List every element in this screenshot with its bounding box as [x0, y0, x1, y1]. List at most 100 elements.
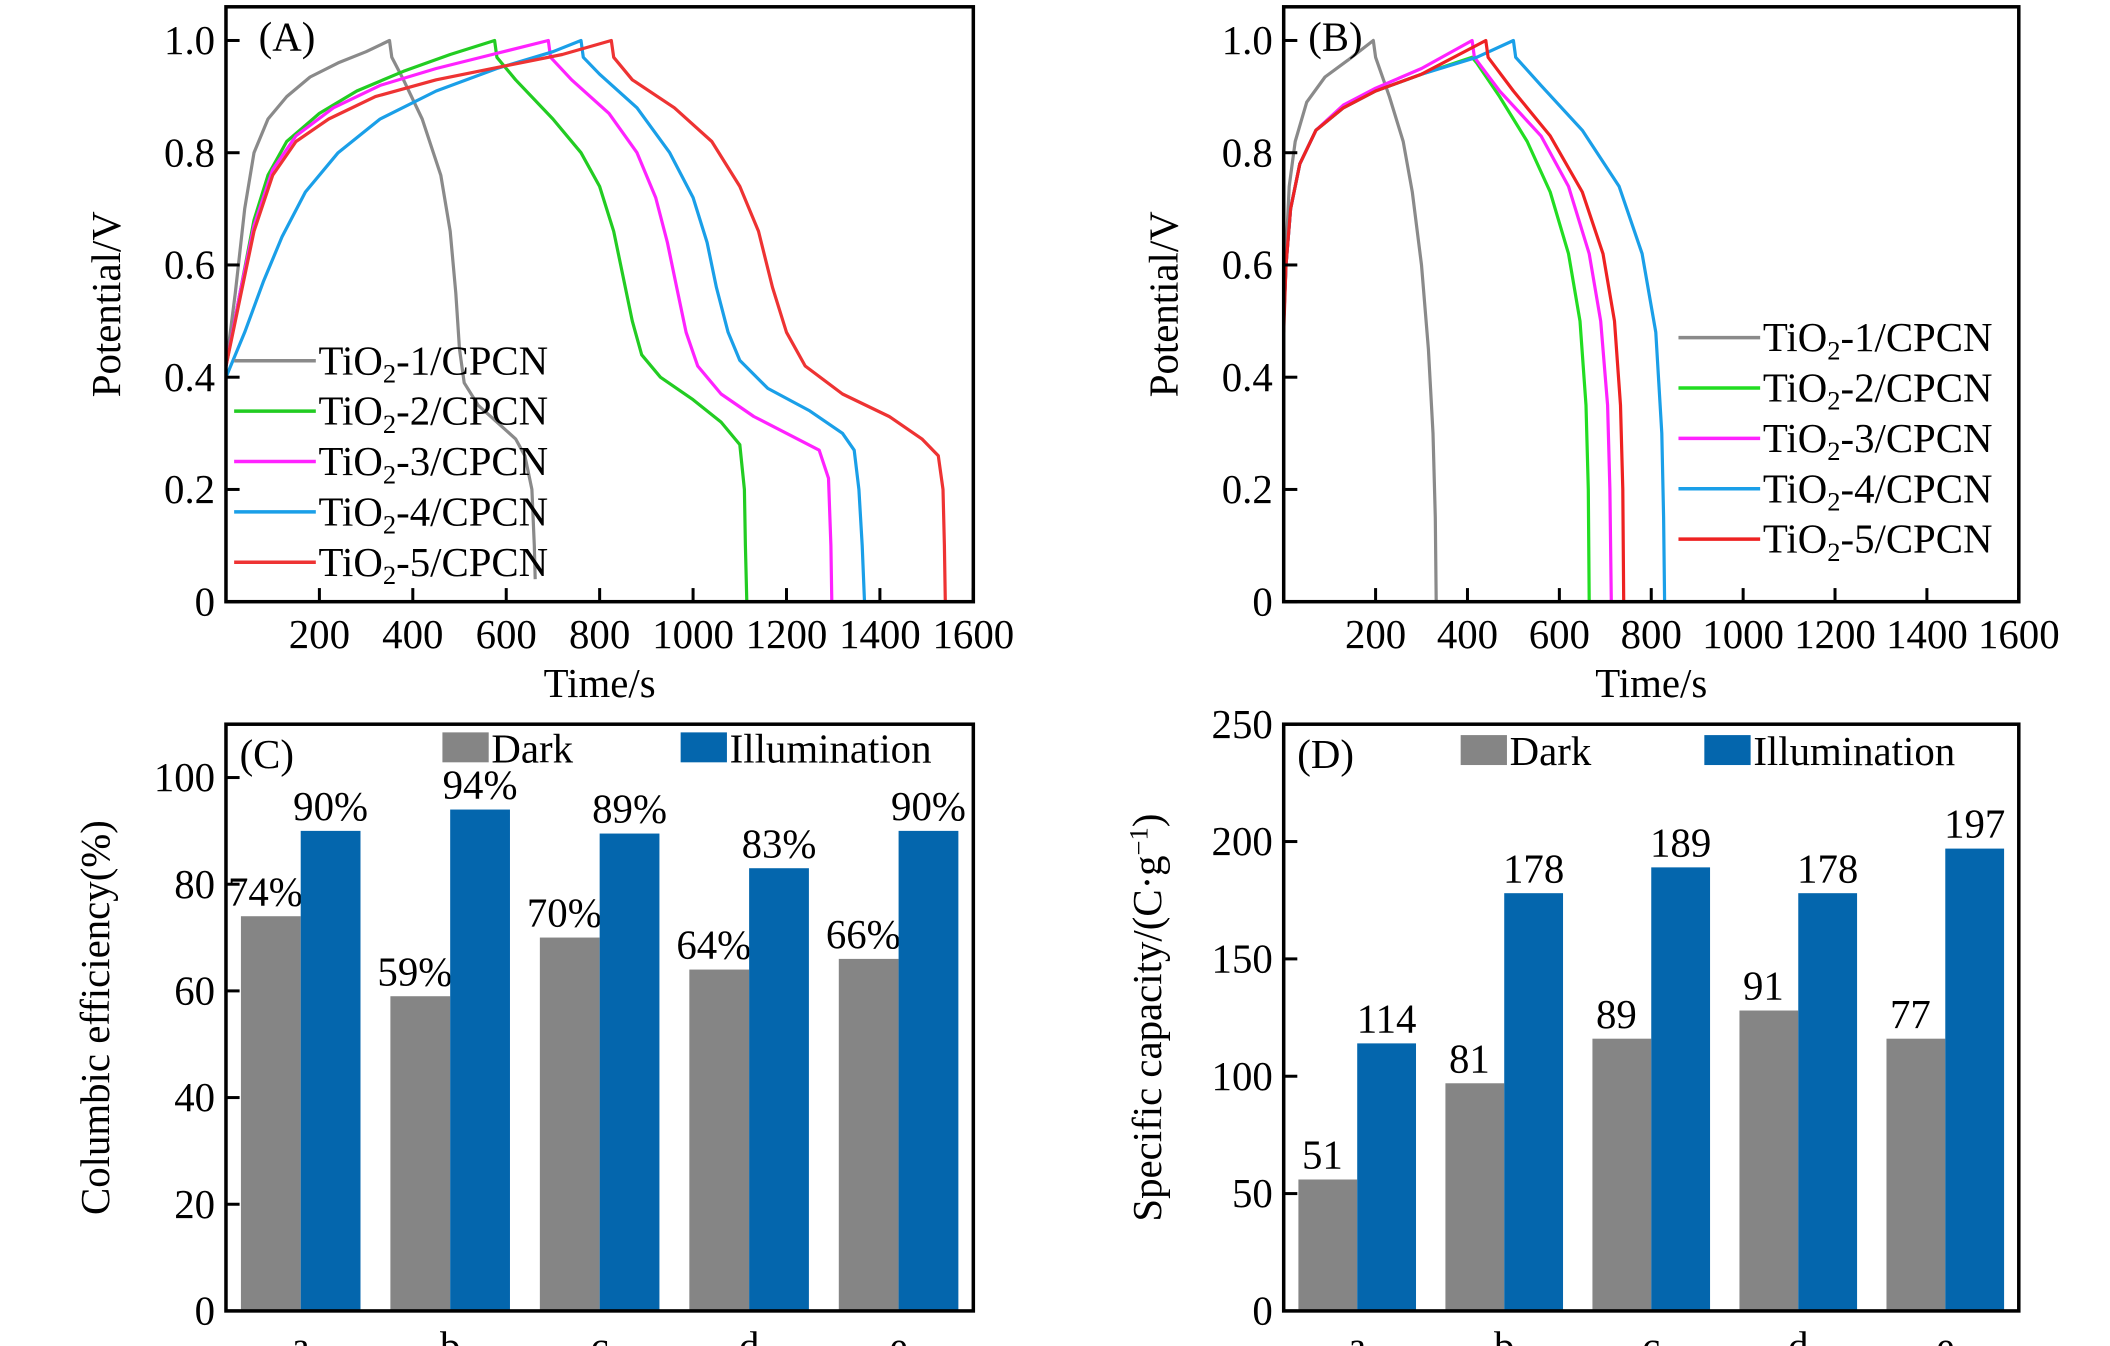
legend-item: Dark: [442, 726, 574, 771]
y-tick-label: 80: [174, 862, 215, 907]
panel-a-charge-discharge: 200 400 600 800 1000 1200 1400 1600 0 0.2 0.4 0.6 0.…: [84, 5, 1014, 706]
y-tick-label: 20: [174, 1182, 215, 1227]
bar-data-label: 114: [1357, 996, 1417, 1041]
legend-swatch: [1704, 735, 1751, 766]
x-tick-label: d: [739, 1324, 759, 1346]
legend-item: TiO2-4/CPCN: [234, 489, 548, 540]
legend-label: TiO2-2/CPCN: [1763, 366, 1993, 416]
bar-data-label: 189: [1650, 820, 1711, 865]
bar-data-label: 90%: [293, 784, 368, 829]
bar-data-label: 89: [1596, 992, 1637, 1037]
legend-label: TiO2-5/CPCN: [319, 540, 549, 590]
bar-illumination: [1798, 893, 1858, 1311]
legend-item: TiO2-3/CPCN: [234, 439, 548, 489]
panel-label: (C): [240, 732, 294, 777]
bar-illumination: [300, 830, 361, 1311]
x-tick-label: 800: [1621, 612, 1682, 657]
legend-item: TiO2-5/CPCN: [234, 540, 548, 590]
x-tick-label: 1200: [1794, 612, 1876, 657]
bar-illumination: [898, 830, 959, 1311]
y-tick-label: 0: [195, 1289, 215, 1334]
legend-item: Illumination: [680, 726, 932, 771]
bar-group-d: 64% 83%: [676, 821, 816, 1311]
bar-illumination: [450, 809, 510, 1311]
legend: TiO2-1/CPCNTiO2-2/CPCNTiO2-3/CPCNTiO2-4/…: [1678, 315, 1992, 567]
y-tick-label: 0.4: [1222, 355, 1273, 400]
bar-group-d: 91 178: [1739, 846, 1858, 1311]
y-tick-label: 60: [174, 969, 215, 1014]
bar-data-label: 77: [1890, 992, 1931, 1037]
panel-label: (A): [259, 14, 316, 59]
bar-dark: [838, 958, 899, 1311]
x-tick-label: 200: [1345, 612, 1406, 657]
legend-label: TiO2-4/CPCN: [1763, 466, 1993, 516]
bar-group-c: 89 189: [1592, 820, 1711, 1311]
bar-dark: [1592, 1038, 1652, 1311]
y-tick-label: 0.4: [164, 355, 215, 400]
legend-item: TiO2-3/CPCN: [1678, 416, 1992, 466]
y-tick-label: 0.6: [1222, 243, 1273, 288]
bar-group-b: 81 178: [1445, 846, 1564, 1311]
bar-data-label: 59%: [377, 949, 452, 994]
x-tick-label: a: [1348, 1324, 1366, 1346]
legend-label: Dark: [491, 726, 573, 771]
bar-illumination: [1651, 867, 1711, 1311]
plot-frame: [1281, 722, 2021, 1313]
x-axis-label: Time/s: [1595, 661, 1707, 706]
x-tick-label: 400: [1437, 612, 1498, 657]
series-line-5: [1282, 38, 1626, 602]
series-line-1: [1282, 38, 1438, 602]
bar-data-label: 70%: [527, 891, 602, 936]
bar-dark: [240, 916, 301, 1311]
series-line-3: [224, 38, 834, 602]
bar-data-label: 178: [1797, 846, 1858, 891]
x-tick-label: a: [292, 1324, 310, 1346]
panel-c-columbic-efficiency: 74% 90% a 59% 94% b 70% 89% c 64% 83% d 66% 90% e 0 20 40…: [73, 722, 976, 1346]
x-tick-label: 1400: [839, 612, 921, 657]
x-tick-label: 1600: [932, 612, 1014, 657]
bar-dark: [1445, 1083, 1505, 1311]
x-tick-label: e: [1936, 1324, 1954, 1346]
bar-dark: [1739, 1010, 1799, 1311]
x-tick-label: 1600: [1978, 612, 2060, 657]
y-axis-label: Specific capacity/(C·g−1): [1124, 814, 1171, 1222]
legend-item: Dark: [1460, 729, 1592, 774]
legend-label: TiO2-5/CPCN: [1763, 517, 1993, 567]
y-tick-label: 1.0: [164, 18, 215, 63]
bar-group-e: 77 197: [1886, 802, 2005, 1311]
panel-label: (B): [1308, 14, 1362, 59]
y-tick-label: 40: [174, 1075, 215, 1120]
series-line-3: [1282, 38, 1613, 602]
legend-label: TiO2-1/CPCN: [319, 338, 549, 388]
y-tick-label: 150: [1212, 937, 1273, 982]
y-tick-label: 0.6: [164, 243, 215, 288]
legend-item: TiO2-5/CPCN: [1678, 517, 1992, 567]
bar-illumination: [1357, 1043, 1417, 1311]
legend-label: TiO2-1/CPCN: [1763, 315, 1993, 365]
legend: TiO2-1/CPCNTiO2-2/CPCNTiO2-3/CPCNTiO2-4/…: [234, 338, 548, 590]
x-tick-label: 800: [569, 612, 630, 657]
x-tick-label: c: [1642, 1324, 1660, 1346]
y-tick-label: 200: [1212, 819, 1273, 864]
plot-frame: [224, 722, 976, 1313]
bar-data-label: 91: [1743, 964, 1784, 1009]
bar-dark: [1298, 1179, 1358, 1311]
bar-data-label: 83%: [742, 821, 817, 866]
bar-data-label: 178: [1503, 846, 1564, 891]
legend-label: TiO2-3/CPCN: [319, 439, 549, 489]
y-tick-label: 1.0: [1222, 18, 1273, 63]
legend-swatch: [1460, 735, 1507, 766]
y-axis-label: Potential/V: [84, 211, 129, 397]
x-tick-label: 600: [476, 612, 537, 657]
x-tick-label: b: [440, 1324, 460, 1346]
y-tick-label: 0.8: [1222, 130, 1273, 175]
bar-data-label: 94%: [443, 763, 518, 808]
bar-group-e: 66% 90%: [826, 784, 966, 1311]
bar-data-label: 81: [1449, 1036, 1490, 1081]
legend-label: TiO2-3/CPCN: [1763, 416, 1993, 466]
bar-group-c: 70% 89%: [527, 787, 667, 1311]
panel-b-charge-discharge: 200 400 600 800 1000 1200 1400 1600 0 0.2 0.4 0.6 0.…: [1142, 5, 2060, 706]
series-line-5: [224, 38, 947, 602]
x-tick-label: 200: [289, 612, 350, 657]
